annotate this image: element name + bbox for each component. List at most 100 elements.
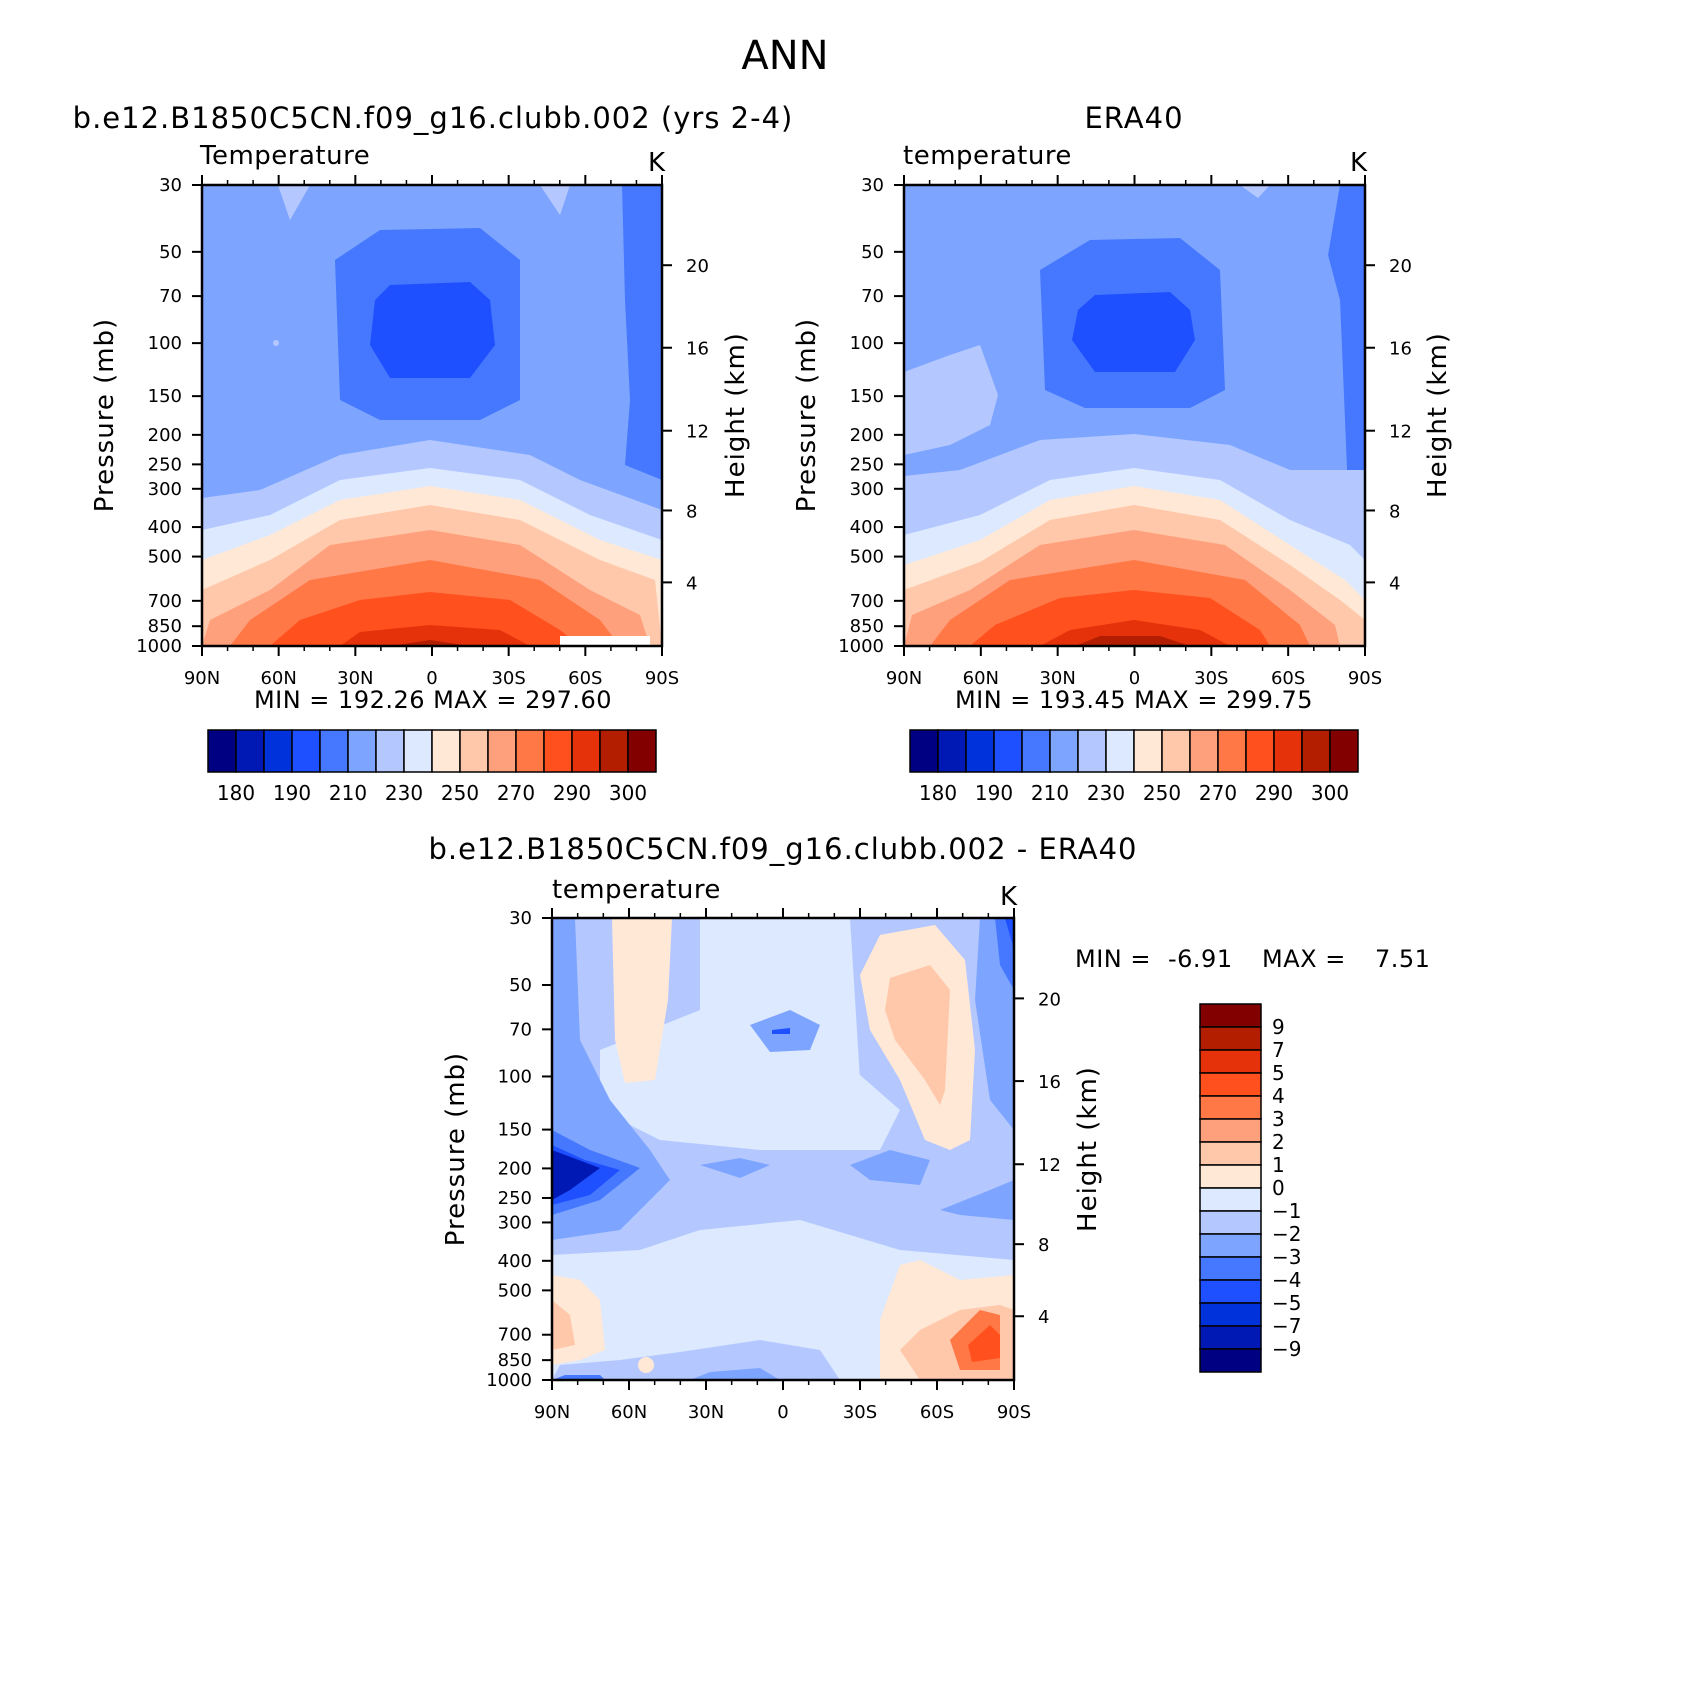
obs-variable-label: temperature	[903, 141, 1072, 171]
diff-colorbar-swatch	[1199, 1210, 1262, 1235]
model-xtick-label: 30S	[491, 668, 525, 689]
model-ytick-label: 850	[148, 616, 182, 637]
model-ytick-label: 50	[159, 242, 182, 263]
model-colorbar-swatch	[207, 729, 237, 773]
diff-colorbar-label: 1	[1272, 1153, 1285, 1177]
obs-ytick-label: 1000	[838, 636, 884, 657]
obs-ytick-right-label: 12	[1389, 422, 1412, 443]
diff-ytick-right-label: 4	[1038, 1307, 1049, 1328]
diff-xtick-label: 90N	[534, 1402, 570, 1423]
obs-case-title: ERA40	[1084, 101, 1184, 135]
diff-axes: 90N 60N 30N 0 30S 60S 90S 30 50 70 100 150 200 250 300…	[486, 908, 1061, 1423]
obs-ytick-label: 500	[850, 547, 884, 568]
diff-case-title: b.e12.B1850C5CN.f09_g16.clubb.002 - ERA4…	[428, 832, 1138, 866]
obs-units-label: K	[1350, 148, 1368, 178]
diff-ytick-label: 850	[498, 1350, 532, 1371]
obs-colorbar-label: 190	[975, 781, 1013, 805]
model-colorbar-label: 230	[385, 781, 423, 805]
model-colorbar-swatch	[235, 729, 265, 773]
diff-colorbar-label: 3	[1272, 1107, 1285, 1131]
diff-colorbar-label: 2	[1272, 1130, 1285, 1154]
obs-colorbar-label: 270	[1199, 781, 1237, 805]
diff-variable-label: temperature	[552, 875, 721, 905]
model-case-title: b.e12.B1850C5CN.f09_g16.clubb.002 (yrs 2…	[72, 101, 794, 135]
obs-colorbar-swatch	[965, 729, 995, 773]
diff-ytick-label: 70	[509, 1019, 532, 1040]
model-colorbar-swatch	[571, 729, 601, 773]
obs-colorbar-label: 290	[1255, 781, 1293, 805]
diff-colorbar-swatch	[1199, 1118, 1262, 1143]
model-colorbar-swatch	[319, 729, 349, 773]
obs-colorbar-swatch	[909, 729, 939, 773]
obs-min-max: MIN = 193.45 MAX = 299.75	[954, 686, 1314, 714]
model-ytick-label: 1000	[136, 636, 182, 657]
model-colorbar: 180 190 210 230 250 270 290 300	[207, 729, 657, 805]
diff-xtick-label: 30N	[688, 1402, 724, 1423]
diff-colorbar-swatch	[1199, 1141, 1262, 1166]
obs-colorbar-swatch	[1161, 729, 1191, 773]
diff-ytick-label: 50	[509, 975, 532, 996]
obs-xtick-label: 60N	[963, 668, 999, 689]
diff-colorbar-swatch	[1199, 1095, 1262, 1120]
model-colorbar-swatch	[599, 729, 629, 773]
model-colorbar-swatch	[487, 729, 517, 773]
diff-ytick-label: 1000	[486, 1370, 532, 1391]
model-colorbar-swatch	[515, 729, 545, 773]
obs-colorbar-swatch	[1273, 729, 1303, 773]
diff-colorbar-swatch	[1199, 1049, 1262, 1074]
model-colorbar-swatch	[403, 729, 433, 773]
model-ytick-label: 700	[148, 591, 182, 612]
diff-colorbar-label: −9	[1272, 1337, 1301, 1361]
diff-colorbar-label: −7	[1272, 1314, 1301, 1338]
diff-xtick-label: 60N	[611, 1402, 647, 1423]
diff-colorbar-label: −4	[1272, 1268, 1301, 1292]
diff-colorbar-label: 7	[1272, 1038, 1285, 1062]
model-colorbar-swatch	[627, 729, 657, 773]
obs-ytick-label: 50	[861, 242, 884, 263]
obs-xtick-label: 90N	[886, 668, 922, 689]
obs-colorbar-swatch	[1105, 729, 1135, 773]
model-ytick-label: 30	[159, 175, 182, 196]
obs-colorbar-label: 250	[1143, 781, 1181, 805]
obs-colorbar-swatch	[1049, 729, 1079, 773]
obs-colorbar-swatch	[1021, 729, 1051, 773]
diff-colorbar-label: 5	[1272, 1061, 1285, 1085]
model-axes: 90N 60N 30N 0 30S 60S 90S 30 50 70 100 150 200 250 300…	[136, 175, 709, 689]
model-min-max: MIN = 192.26 MAX = 297.60	[253, 686, 613, 714]
model-ytick-label: 400	[148, 517, 182, 538]
obs-colorbar-label: 180	[919, 781, 957, 805]
obs-colorbar-swatch	[937, 729, 967, 773]
diff-ytick-label: 400	[498, 1251, 532, 1272]
diff-colorbar-swatch	[1199, 1348, 1262, 1373]
model-ytick-right-label: 8	[686, 501, 697, 522]
diff-max-label: MAX =	[1262, 945, 1346, 973]
obs-ytick-right-label: 16	[1389, 339, 1412, 360]
obs-colorbar-swatch	[1301, 729, 1331, 773]
diff-ytick-label: 30	[509, 908, 532, 929]
model-xtick-label: 90S	[645, 668, 679, 689]
obs-ytick-right-label: 8	[1389, 501, 1400, 522]
model-colorbar-label: 300	[609, 781, 647, 805]
diff-colorbar-label: −5	[1272, 1291, 1301, 1315]
diff-ytick-label: 200	[498, 1158, 532, 1179]
diff-xtick-label: 30S	[843, 1402, 877, 1423]
model-ytick-label: 300	[148, 479, 182, 500]
diff-ytick-label: 700	[498, 1325, 532, 1346]
obs-colorbar-label: 300	[1311, 781, 1349, 805]
diff-colorbar-label: −2	[1272, 1222, 1301, 1246]
obs-xtick-label: 60S	[1271, 668, 1305, 689]
model-ytick-label: 200	[148, 425, 182, 446]
obs-ytick-label: 400	[850, 517, 884, 538]
diff-ytick-right-label: 8	[1038, 1235, 1049, 1256]
obs-xtick-label: 0	[1129, 668, 1140, 689]
model-ytick-right-label: 20	[686, 256, 709, 277]
model-colorbar-swatch	[263, 729, 293, 773]
obs-ytick-label: 300	[850, 479, 884, 500]
diff-ytick-right-label: 20	[1038, 989, 1061, 1010]
diff-colorbar-label: −3	[1272, 1245, 1301, 1269]
obs-xtick-label: 30N	[1039, 668, 1075, 689]
obs-xtick-label: 30S	[1194, 668, 1228, 689]
model-colorbar-swatch	[431, 729, 461, 773]
diff-units-label: K	[1000, 882, 1018, 912]
obs-colorbar-swatch	[1329, 729, 1359, 773]
